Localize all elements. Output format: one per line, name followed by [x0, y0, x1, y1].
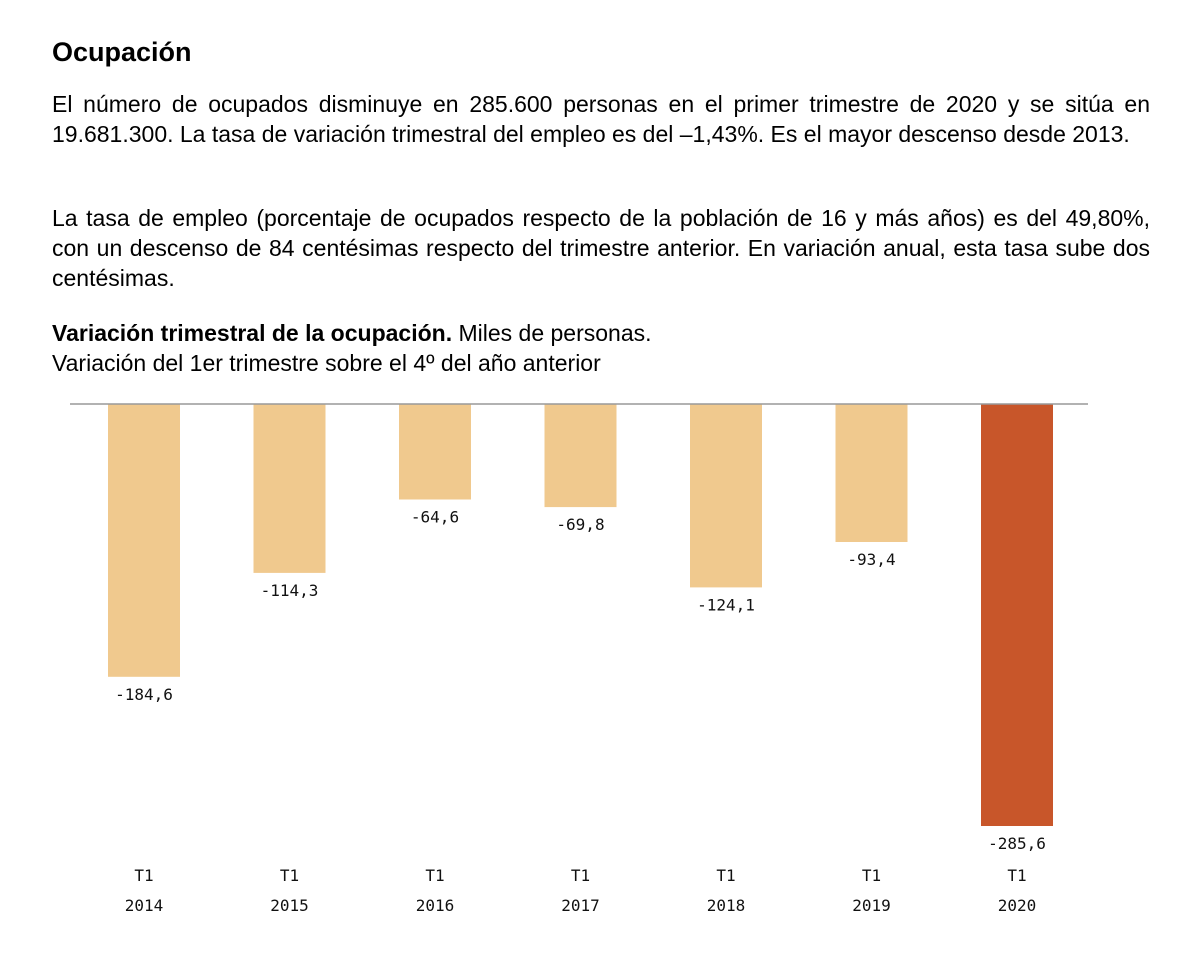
- tick-label-quarter-2015: T1: [280, 866, 299, 885]
- bar-2019: [835, 404, 908, 542]
- paragraph-employment-rate: La tasa de empleo (porcentaje de ocupado…: [52, 205, 1150, 291]
- bar-2018: [690, 404, 762, 588]
- tick-label-year-2014: 2014: [125, 896, 164, 915]
- bar-2017: [544, 404, 617, 508]
- value-label-2016: -64,6: [411, 508, 459, 527]
- tick-label-quarter-2014: T1: [134, 866, 153, 885]
- bar-2020: [981, 404, 1053, 826]
- tick-label-quarter-2019: T1: [862, 866, 881, 885]
- tick-label-year-2020: 2020: [998, 896, 1037, 915]
- tick-label-quarter-2020: T1: [1007, 866, 1026, 885]
- tick-label-year-2018: 2018: [707, 896, 746, 915]
- bar-2016: [399, 404, 471, 500]
- tick-label-year-2016: 2016: [416, 896, 455, 915]
- tick-label-quarter-2018: T1: [716, 866, 735, 885]
- bar-2014: [108, 404, 180, 677]
- tick-label-year-2017: 2017: [561, 896, 600, 915]
- tick-label-year-2015: 2015: [270, 896, 309, 915]
- value-label-2015: -114,3: [261, 581, 319, 600]
- chart-title: Variación trimestral de la ocupación.: [52, 320, 453, 346]
- value-label-2018: -124,1: [697, 595, 755, 614]
- chart-caption: Variación trimestral de la ocupación. Mi…: [52, 318, 652, 378]
- bar-2015: [253, 404, 326, 573]
- value-label-2020: -285,6: [988, 834, 1046, 853]
- value-label-2017: -69,8: [556, 515, 604, 534]
- value-label-2014: -184,6: [115, 685, 173, 704]
- tick-label-quarter-2017: T1: [571, 866, 590, 885]
- paragraph-employed-count: El número de ocupados disminuye en 285.6…: [52, 91, 1150, 147]
- tick-label-year-2019: 2019: [852, 896, 891, 915]
- section-title: Ocupación: [52, 37, 192, 67]
- chart-subtitle: Variación del 1er trimestre sobre el 4º …: [52, 350, 601, 376]
- chart-unit: Miles de personas.: [452, 320, 652, 346]
- tick-label-quarter-2016: T1: [425, 866, 444, 885]
- value-label-2019: -93,4: [847, 550, 895, 569]
